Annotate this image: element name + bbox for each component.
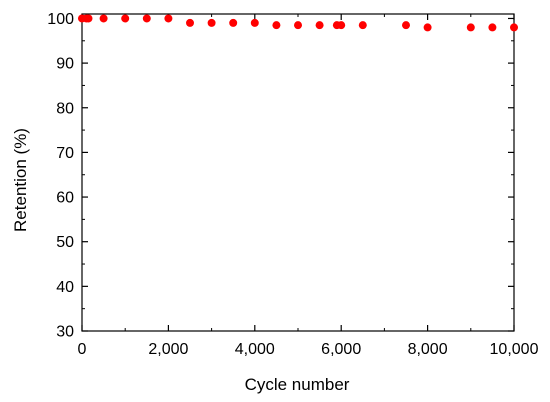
data-point [207, 18, 216, 27]
data-point [423, 23, 432, 32]
data-point [229, 18, 238, 27]
y-tick-label: 100 [47, 11, 74, 28]
y-tick-label: 70 [56, 145, 74, 162]
data-points [78, 14, 518, 32]
data-point [358, 21, 367, 30]
axis-ticks: 0 2,000 4,000 6,000 8,000 10,000 30 40 50 60 70 80 9… [47, 11, 538, 358]
plot-frame [81, 13, 515, 332]
y-tick-label: 50 [56, 234, 74, 251]
data-point [142, 14, 151, 23]
y-tick-label: 80 [56, 100, 74, 117]
x-tick-label: 2,000 [148, 341, 188, 358]
data-point [272, 21, 281, 30]
x-tick-label: 8,000 [408, 341, 448, 358]
x-tick-label: 0 [78, 341, 87, 358]
data-point [337, 21, 346, 30]
data-point [84, 14, 93, 23]
data-point [402, 21, 410, 30]
data-point [164, 14, 173, 23]
x-tick-label: 10,000 [490, 341, 539, 358]
data-point [315, 21, 324, 30]
data-point [250, 18, 259, 27]
data-point [510, 23, 518, 32]
y-tick-label: 60 [56, 190, 74, 207]
data-point [466, 23, 475, 32]
y-tick-label: 40 [56, 279, 74, 296]
plot-area [81, 13, 515, 332]
data-point [121, 14, 130, 23]
data-point [294, 21, 302, 30]
x-axis-title: Cycle number [245, 375, 350, 394]
x-tick-label: 6,000 [321, 341, 361, 358]
y-tick-label: 90 [56, 56, 74, 73]
data-point [186, 18, 194, 27]
y-tick-label: 30 [56, 324, 74, 341]
data-point [488, 23, 497, 32]
x-tick-label: 4,000 [235, 341, 275, 358]
y-axis-title: Retention (%) [11, 128, 30, 232]
data-point [99, 14, 108, 23]
